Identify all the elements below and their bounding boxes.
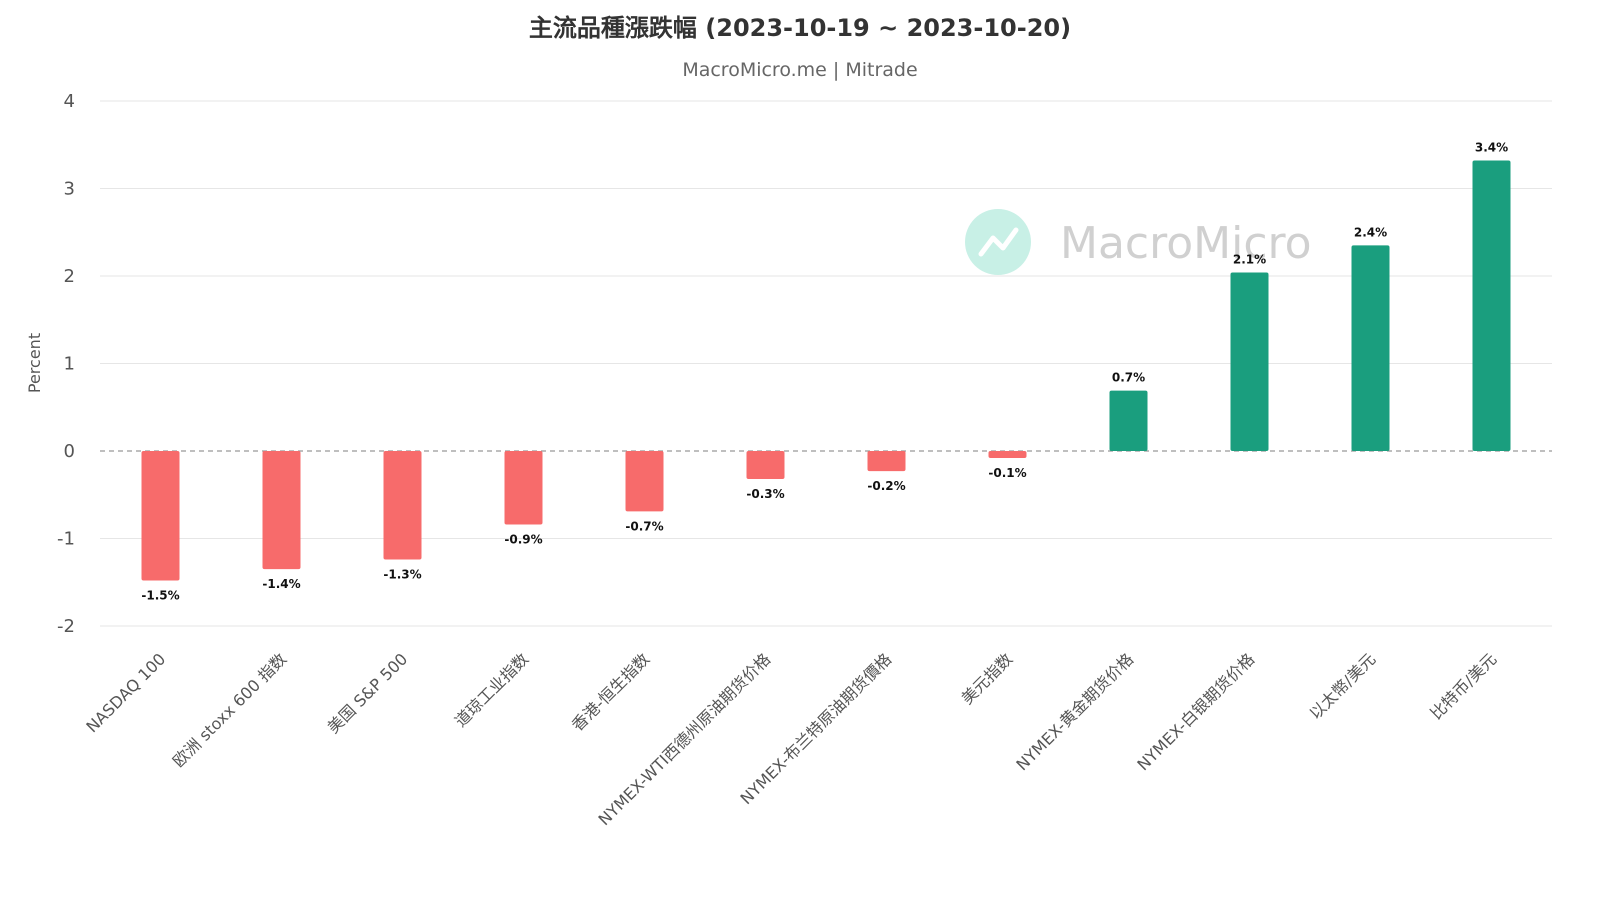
bar[interactable]: [746, 451, 785, 479]
data-label: 2.4%: [1354, 225, 1387, 239]
data-label: -0.2%: [867, 479, 905, 493]
data-label: -1.5%: [141, 589, 179, 603]
data-label: -1.4%: [262, 577, 300, 591]
data-label: -0.7%: [625, 519, 663, 533]
data-label: -0.9%: [504, 533, 542, 547]
bar[interactable]: [1230, 272, 1269, 452]
data-label: 0.7%: [1112, 371, 1145, 385]
data-label: 2.1%: [1233, 253, 1266, 267]
data-label: -0.3%: [746, 487, 784, 501]
x-tick-label: 以太幣/美元: [1306, 649, 1380, 723]
bar[interactable]: [504, 451, 543, 525]
y-axis-label: Percent: [25, 333, 44, 393]
y-tick-label: 2: [64, 266, 75, 287]
bar[interactable]: [988, 451, 1027, 458]
y-tick-label: 3: [64, 179, 75, 200]
x-tick-label: 道琼工业指数: [451, 649, 532, 730]
bar[interactable]: [1109, 390, 1148, 451]
y-tick-label: 0: [64, 441, 75, 462]
data-label: -1.3%: [383, 568, 421, 582]
bar[interactable]: [262, 451, 301, 570]
watermark: MacroMicro: [965, 209, 1312, 275]
x-tick-label: 香港-恒生指数: [568, 649, 653, 734]
bars: [141, 160, 1511, 581]
chart-title: 主流品種漲跌幅 (2023-10-19 ~ 2023-10-20): [529, 14, 1071, 42]
bar[interactable]: [625, 451, 664, 512]
x-tick-label: NASDAQ 100: [82, 649, 169, 736]
x-tick-label: 比特币/美元: [1427, 649, 1501, 723]
x-tick-label: 美元指数: [958, 649, 1017, 708]
grid-lines: [100, 100, 1552, 627]
bar[interactable]: [867, 451, 906, 472]
x-tick-label: 欧洲 stoxx 600 指数: [169, 649, 290, 770]
data-label: 3.4%: [1475, 141, 1508, 155]
bar[interactable]: [1472, 160, 1511, 452]
y-tick-label: -1: [57, 529, 75, 550]
bar[interactable]: [141, 451, 180, 581]
y-tick-label: 1: [64, 354, 75, 375]
watermark-line-icon: [978, 227, 1019, 257]
x-tick-label: NYMEX-黄金期货价格: [1012, 649, 1137, 774]
x-tick-label: 美国 S&P 500: [324, 649, 412, 737]
x-axis-ticks: NASDAQ 100 欧洲 stoxx 600 指数 美国 S&P 500 道琼工业指…: [82, 649, 1500, 829]
bar[interactable]: [1351, 245, 1390, 451]
data-label: -0.1%: [988, 466, 1026, 480]
watermark-text: MacroMicro: [1060, 218, 1312, 269]
y-tick-label: -2: [57, 616, 75, 637]
y-tick-label: 4: [64, 91, 75, 112]
bar[interactable]: [383, 451, 422, 560]
y-axis-ticks: 4 3 2 1 0 -1 -2: [57, 91, 75, 637]
x-tick-label: NYMEX-白银期货价格: [1133, 649, 1258, 774]
data-labels: -1.5% -1.4% -1.3% -0.9% -0.7% -0.3% -0.2% -0.1%…: [141, 141, 1508, 603]
chart-subtitle: MacroMicro.me | Mitrade: [682, 59, 917, 81]
